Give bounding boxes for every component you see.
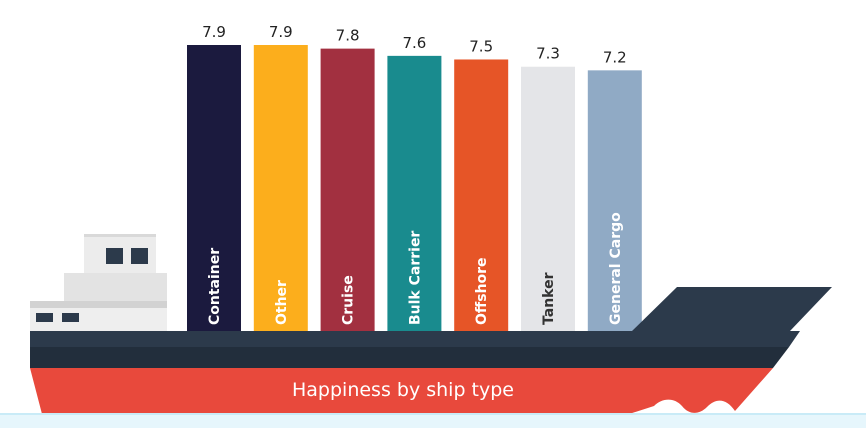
value-label-bulk-carrier: 7.6	[402, 34, 426, 52]
hull-deck	[30, 331, 800, 347]
value-label-general-cargo: 7.2	[603, 48, 627, 66]
bridge-window-2	[131, 248, 148, 264]
bar-other	[253, 45, 308, 331]
value-label-cruise: 7.8	[336, 27, 360, 45]
waterline-edge	[0, 413, 866, 415]
ship-superstructure	[30, 234, 167, 331]
deck-house-ledge	[30, 301, 167, 308]
value-label-offshore: 7.5	[469, 37, 493, 55]
hull-bow	[632, 287, 832, 331]
bar-cruise	[320, 48, 375, 332]
bar-bulk-carrier	[387, 55, 442, 332]
category-label-offshore: Offshore	[474, 257, 490, 325]
deck-window-1	[36, 313, 53, 322]
value-label-other: 7.9	[269, 23, 293, 41]
bridge-window-1	[106, 248, 123, 264]
bar-general-cargo	[587, 70, 642, 332]
bar-group: 7.9 Container 7.9 Other 7.8 Cruise 7.6 Bulk Car…	[187, 23, 642, 332]
bridge-roof	[84, 234, 156, 237]
waterline	[0, 414, 866, 428]
category-label-cruise: Cruise	[341, 275, 357, 325]
bar-container	[187, 45, 241, 331]
value-label-container: 7.9	[202, 23, 226, 41]
category-label-general-cargo: General Cargo	[608, 212, 624, 325]
category-label-bulk-carrier: Bulk Carrier	[407, 231, 423, 325]
hull-red-band	[30, 368, 773, 414]
category-label-container: Container	[207, 248, 223, 325]
deck-house-mid	[64, 273, 167, 301]
bar-tanker	[521, 66, 575, 331]
hull-band	[30, 347, 789, 368]
category-label-other: Other	[274, 280, 290, 325]
chart-title: Happiness by ship type	[292, 379, 514, 401]
deck-window-2	[62, 313, 79, 322]
bar-offshore	[454, 59, 509, 331]
category-label-tanker: Tanker	[541, 272, 557, 325]
value-label-tanker: 7.3	[536, 45, 560, 63]
ship-hull: Happiness by ship type	[30, 287, 832, 414]
